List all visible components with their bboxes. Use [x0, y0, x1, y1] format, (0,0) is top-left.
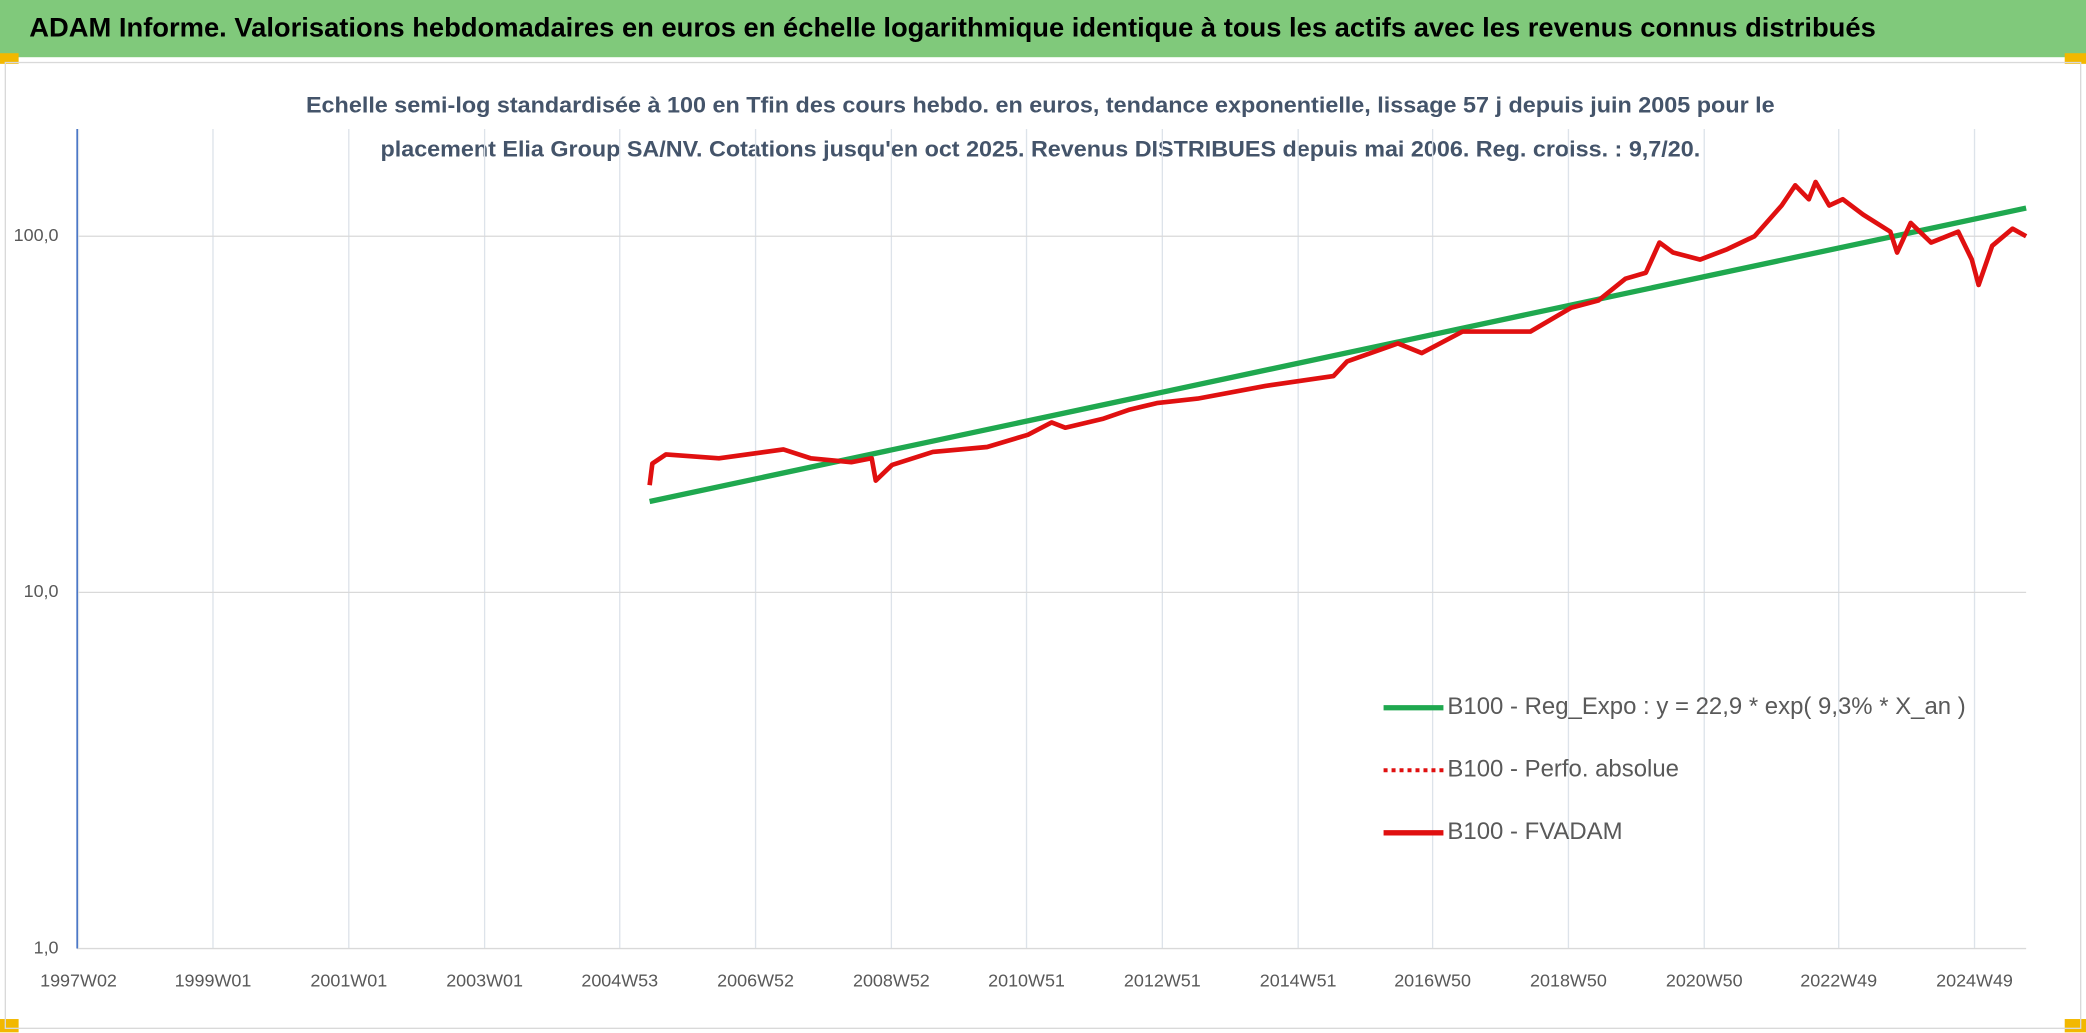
x-tick-label: 2016W50: [1394, 971, 1471, 991]
x-tick-label: 2004W53: [581, 971, 658, 991]
legend-label: B100 - Perfo. absolue: [1447, 756, 1679, 783]
x-tick-label: 2024W49: [1936, 971, 2013, 991]
x-tick-label: 1997W02: [40, 971, 117, 991]
legend-label: B100 - Reg_Expo : y = 22,9 * exp( 9,3% *…: [1447, 693, 1965, 720]
x-tick-label: 2008W52: [853, 971, 930, 991]
x-tick-label: 1999W01: [175, 971, 252, 991]
chart-subtitle: placement Elia Group SA/NV. Cotations ju…: [380, 136, 1700, 161]
corner: [2064, 1019, 2086, 1033]
x-tick-label: 2014W51: [1260, 971, 1337, 991]
x-tick-label: 2010W51: [988, 971, 1065, 991]
x-tick-label: 2001W01: [310, 971, 387, 991]
y-tick-label: 1,0: [34, 937, 59, 957]
x-tick-label: 2018W50: [1530, 971, 1607, 991]
x-tick-label: 2003W01: [446, 971, 523, 991]
corner: [0, 53, 19, 64]
x-tick-label: 2022W49: [1800, 971, 1877, 991]
chart-subtitle: Echelle semi-log standardisée à 100 en T…: [306, 92, 1775, 117]
y-tick-label: 10,0: [24, 581, 59, 601]
x-tick-label: 2006W52: [717, 971, 794, 991]
header-title: ADAM Informe. Valorisations hebdomadaire…: [29, 12, 1876, 42]
series-line: [647, 179, 2028, 486]
header-bar: [0, 0, 2086, 58]
series-line: [649, 205, 2027, 505]
x-tick-label: 2020W50: [1666, 971, 1743, 991]
corner: [0, 1019, 19, 1033]
corner: [2064, 53, 2086, 64]
chart-border: [4, 61, 2082, 1030]
x-tick-label: 2012W51: [1124, 971, 1201, 991]
y-tick-label: 100,0: [14, 225, 59, 245]
legend-label: B100 - FVADAM: [1447, 818, 1622, 845]
